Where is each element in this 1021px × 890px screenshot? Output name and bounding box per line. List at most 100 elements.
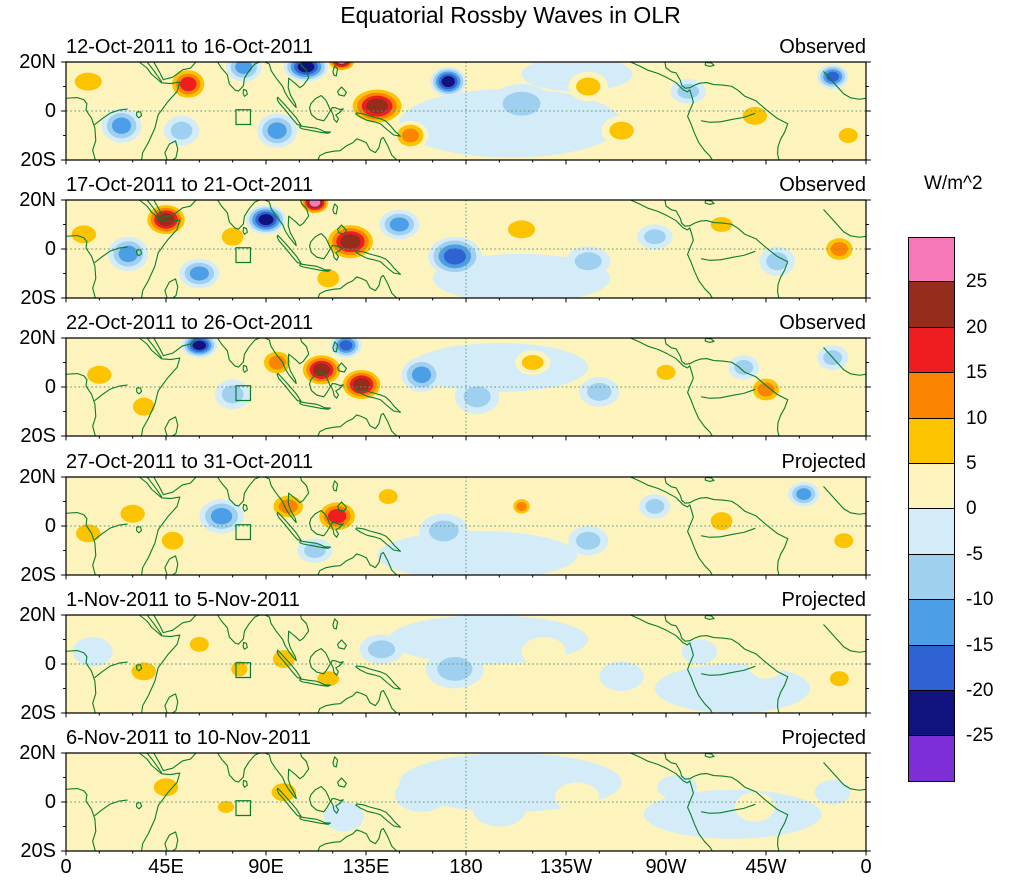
colorbar-tick-label: 10: [966, 407, 988, 429]
anomaly: [666, 476, 800, 509]
map-panel-2: [66, 200, 866, 298]
anomaly: [112, 498, 153, 529]
coastlines: [66, 200, 866, 298]
panel-date-label: 27-Oct-2011 to 31-Oct-2011: [66, 450, 314, 473]
y-axis-label: 20S: [20, 425, 56, 448]
anomaly: [348, 86, 406, 126]
anomaly: [392, 120, 429, 151]
axis-ticks: [61, 338, 871, 440]
colorbar-tick-label: -10: [966, 589, 994, 611]
map-panel-6: [66, 753, 866, 851]
panel-status-label: Projected: [781, 588, 867, 611]
anomaly: [650, 360, 682, 385]
panel-status-label: Projected: [781, 450, 867, 473]
anomaly: [314, 498, 360, 533]
anomaly: [472, 792, 526, 827]
x-axis-label: 0: [60, 856, 72, 878]
x-axis-label: 90W: [645, 856, 687, 878]
anomaly: [499, 214, 544, 245]
panel-status-label: Observed: [779, 36, 866, 58]
anomaly: [181, 338, 218, 358]
anomaly: [419, 513, 469, 548]
coastlines: [66, 753, 866, 851]
colorbar-segment: [908, 373, 955, 419]
anomaly: [788, 481, 820, 506]
anomaly: [566, 246, 611, 277]
anomaly: [681, 639, 718, 664]
anomaly: [72, 636, 113, 667]
anomaly: [632, 394, 789, 437]
colorbar-units-label: W/m^2: [924, 173, 983, 194]
x-axis-label: 90E: [248, 856, 284, 878]
x-axis-label: 135E: [342, 856, 390, 878]
axis-ticks: [61, 753, 871, 855]
anomaly: [510, 496, 533, 516]
anomaly: [168, 66, 209, 102]
anomaly: [666, 266, 800, 299]
anomaly: [257, 113, 298, 148]
anomaly: [568, 71, 609, 102]
anomaly: [657, 775, 698, 800]
colorbar-segment: [908, 554, 955, 601]
anomaly: [143, 202, 189, 237]
y-axis-label: 20S: [20, 701, 56, 724]
anomaly: [430, 66, 466, 97]
anomaly: [146, 772, 186, 802]
anomaly: [377, 530, 578, 575]
anomaly: [579, 377, 620, 407]
coastlines: [66, 477, 866, 575]
anomaly: [394, 777, 449, 812]
anomaly: [514, 350, 551, 376]
colorbar-segment: [908, 509, 955, 555]
colorbar-segment: [908, 237, 955, 283]
anomaly: [426, 649, 484, 689]
anomaly: [379, 209, 420, 240]
y-axis-label: 20N: [19, 742, 56, 764]
x-axis-label: 0: [860, 856, 872, 878]
colorbar-tick-label: -25: [966, 725, 994, 747]
anomaly: [599, 661, 644, 691]
anomaly: [212, 797, 240, 817]
panel-date-label: 6-Nov-2011 to 10-Nov-2011: [66, 727, 311, 749]
colorbar-tick-label: -5: [966, 543, 983, 565]
panel-date-label: 22-Oct-2011 to 26-Oct-2011: [66, 312, 314, 335]
anomaly: [399, 88, 622, 158]
anomaly: [154, 525, 191, 555]
axis-ticks: [61, 62, 871, 164]
y-axis-label: 0: [44, 514, 56, 537]
map-panel-3: [66, 338, 866, 436]
panel-status-label: Observed: [779, 312, 866, 335]
anomaly: [637, 224, 673, 250]
y-axis-label: 0: [44, 652, 56, 675]
colorbar-tick-label: 5: [966, 453, 977, 474]
panel-date-label: 1-Nov-2011 to 5-Nov-2011: [66, 588, 300, 611]
y-axis-label: 20S: [20, 840, 56, 862]
anomaly: [734, 101, 775, 131]
anomaly: [654, 663, 811, 713]
anomaly: [326, 62, 357, 72]
anomaly: [759, 246, 795, 277]
anomaly: [521, 636, 566, 667]
colorbar-segment: [908, 690, 955, 737]
anomaly: [163, 115, 200, 146]
y-axis-label: 20S: [20, 149, 56, 171]
anomaly: [601, 115, 642, 146]
y-axis-label: 20N: [19, 51, 56, 73]
anomaly: [310, 263, 346, 294]
map-panel-1: [66, 62, 866, 160]
colorbar-segment: [908, 282, 955, 328]
colorbar-segment: [908, 463, 955, 510]
anomaly: [126, 392, 162, 422]
y-axis-label: 0: [44, 100, 56, 122]
anomaly: [299, 200, 331, 215]
colorbar-tick-label: 0: [966, 498, 977, 520]
coastlines: [66, 615, 866, 713]
panel-status-label: Observed: [779, 174, 866, 197]
anomaly: [79, 360, 120, 390]
anomaly: [310, 666, 346, 691]
colorbar-tick-label: 20: [966, 316, 988, 338]
x-axis-label: 45E: [148, 856, 184, 878]
anomaly: [568, 525, 609, 555]
axis-ticks: [61, 615, 871, 717]
anomaly: [703, 505, 740, 536]
